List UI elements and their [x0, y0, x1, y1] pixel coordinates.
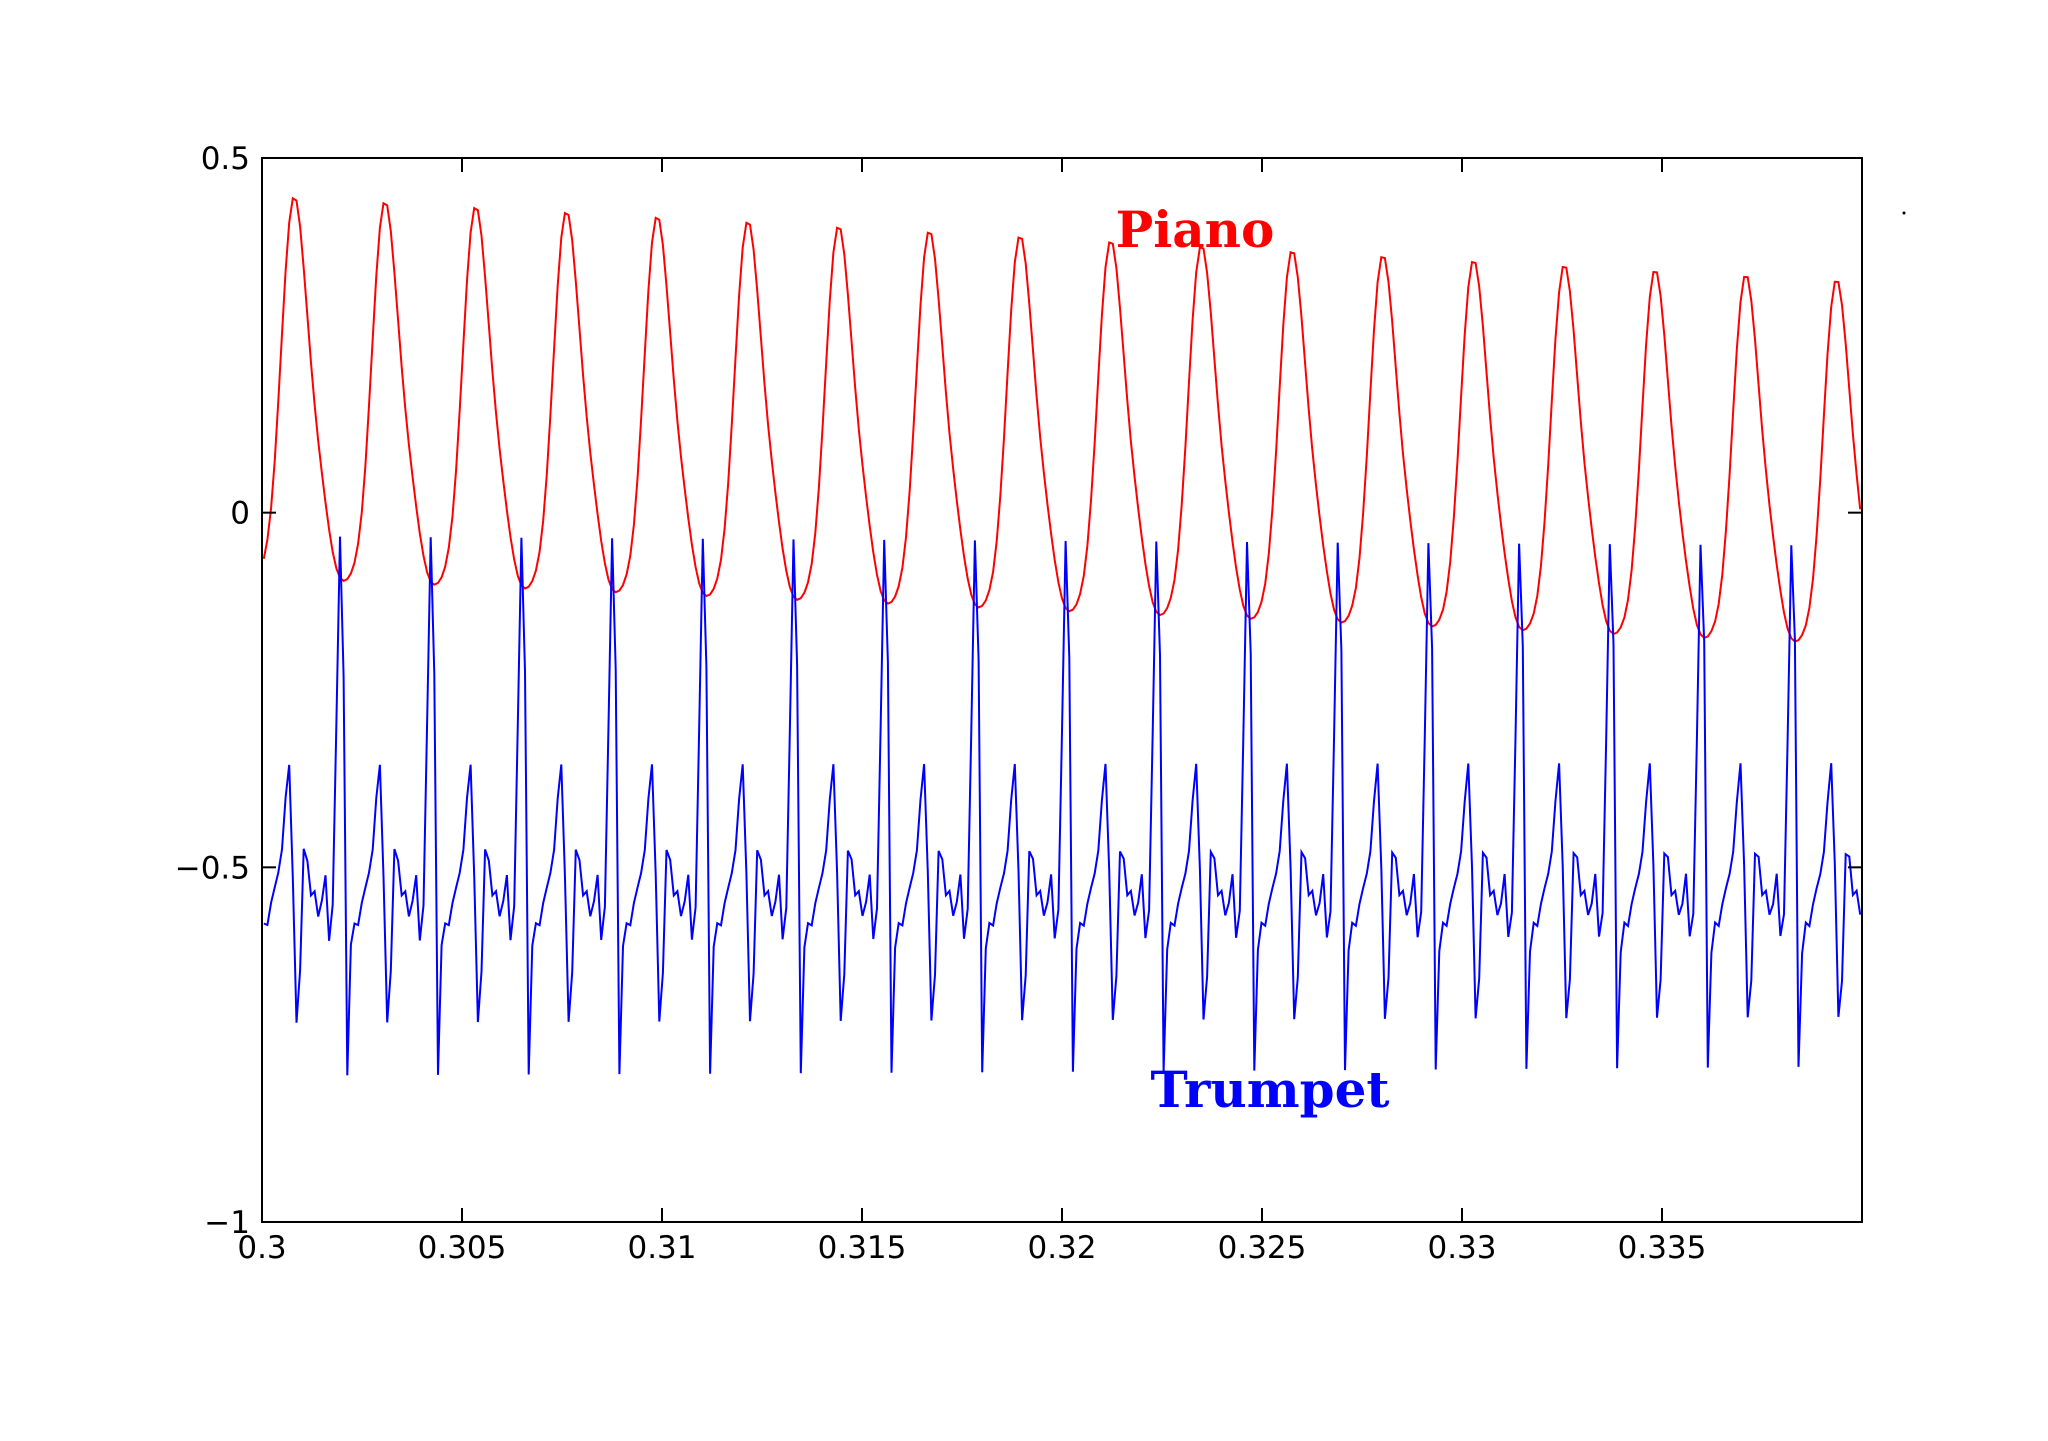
y-tick-label: −0.5 [175, 850, 250, 886]
y-axis: 0.5 0 −0.5 −1 [175, 141, 1862, 1241]
piano-line [262, 196, 1862, 643]
x-tick-label: 0.335 [1618, 1230, 1707, 1266]
series-layer [262, 196, 1862, 1076]
y-tick-label: −1 [204, 1205, 250, 1241]
x-tick-label: 0.32 [1027, 1230, 1096, 1266]
x-tick-label: 0.305 [418, 1230, 507, 1266]
x-tick-label: 0.315 [818, 1230, 907, 1266]
trumpet-series-label: Trumpet [1150, 1060, 1389, 1119]
piano-series-label: Piano [1116, 200, 1275, 259]
stray-dot [1902, 211, 1906, 215]
x-tick-label: 0.325 [1218, 1230, 1307, 1266]
x-axis: 0.3 0.305 0.31 0.315 0.32 0.325 0.33 0.335 [237, 158, 1706, 1266]
y-tick-label: 0 [230, 496, 250, 532]
x-tick-label: 0.33 [1427, 1230, 1496, 1266]
x-tick-label: 0.31 [627, 1230, 696, 1266]
x-tick-label: 0.3 [237, 1230, 286, 1266]
series-label-layer: Piano Trumpet [1116, 200, 1390, 1119]
y-tick-label: 0.5 [201, 141, 250, 177]
trumpet-line [263, 536, 1862, 1076]
